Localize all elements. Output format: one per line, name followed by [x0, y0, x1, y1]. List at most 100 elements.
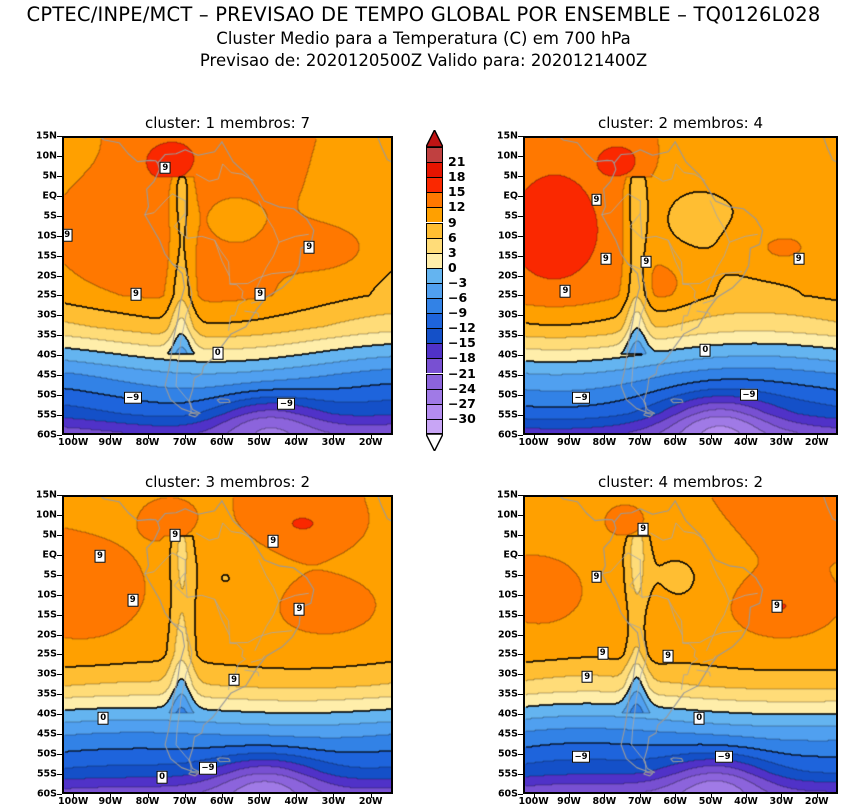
- panel-title-cluster-4: cluster: 4 membros: 2: [597, 473, 764, 491]
- y-tick-label: 45S: [497, 728, 518, 740]
- x-tick-mark: [533, 794, 535, 798]
- colorbar-band: [426, 222, 443, 238]
- y-tick-label: 60S: [497, 788, 518, 800]
- y-tick-mark: [57, 395, 62, 397]
- colorbar-tick-label: 6: [448, 229, 457, 245]
- y-tick-label: 30S: [497, 309, 518, 321]
- contour-label: 9: [303, 240, 315, 254]
- y-tick-mark: [57, 155, 62, 157]
- y-tick-mark: [518, 534, 523, 536]
- y-tick-mark: [57, 634, 62, 636]
- y-tick-mark: [57, 514, 62, 516]
- x-tick-mark: [710, 794, 712, 798]
- y-tick-mark: [57, 255, 62, 257]
- contour-label: 0: [97, 712, 109, 725]
- contour-label: 0: [156, 771, 168, 784]
- colorbar-band: [426, 162, 443, 178]
- y-tick-mark: [518, 195, 523, 197]
- y-tick-label: 5N: [42, 170, 57, 182]
- y-tick-label: 55S: [497, 409, 518, 421]
- colorbar-tick-label: −27: [448, 395, 476, 411]
- y-tick-label: 10N: [35, 150, 57, 162]
- x-tick-label: 60W: [210, 796, 234, 807]
- x-tick-mark: [370, 794, 372, 798]
- x-tick-label: 30W: [321, 796, 346, 807]
- colorbar-tick-label: 3: [448, 244, 457, 260]
- colorbar-band: [426, 388, 443, 404]
- colorbar-tick-label: −21: [448, 365, 476, 381]
- y-tick-mark: [518, 554, 523, 556]
- x-tick-mark: [147, 794, 149, 798]
- map-area-cluster-2: 9 9 9 9 9 0 −9 −9: [523, 136, 838, 435]
- contour-label: 9: [293, 602, 305, 616]
- y-tick-mark: [518, 275, 523, 277]
- temperature-field-cluster-4: [525, 497, 836, 792]
- x-tick-mark: [816, 794, 818, 798]
- y-tick-label: 50S: [36, 389, 57, 401]
- x-tick-label: 100W: [518, 796, 549, 807]
- x-tick-mark: [675, 794, 677, 798]
- y-tick-mark: [57, 495, 62, 496]
- x-tick-mark: [73, 794, 75, 798]
- y-tick-label: 5N: [503, 170, 518, 182]
- colorbar-tick-label: −24: [448, 380, 476, 396]
- y-tick-mark: [57, 375, 62, 377]
- x-tick-mark: [370, 435, 372, 439]
- x-tick-label: 80W: [592, 437, 617, 448]
- x-tick-mark: [639, 794, 641, 798]
- x-tick-label: 70W: [172, 796, 197, 807]
- x-tick-mark: [816, 435, 818, 439]
- y-tick-mark: [518, 235, 523, 237]
- y-tick-label: 45S: [36, 728, 57, 740]
- x-tick-label: 80W: [592, 796, 617, 807]
- contour-label: 9: [591, 570, 602, 583]
- y-tick-mark: [518, 215, 523, 217]
- y-tick-label: 15N: [35, 130, 57, 142]
- y-tick-label: 10N: [35, 509, 57, 521]
- x-tick-label: 100W: [58, 796, 89, 807]
- contour-label: 9: [169, 529, 181, 542]
- y-tick-mark: [518, 794, 523, 795]
- map-area-cluster-3: 9 9 9 9 9 9 0 0 −9: [62, 495, 393, 794]
- y-tick-label: 20S: [497, 269, 518, 281]
- y-tick-label: 25S: [36, 289, 57, 301]
- y-tick-mark: [57, 774, 62, 776]
- temperature-field-cluster-3: [64, 497, 391, 792]
- x-tick-mark: [710, 435, 712, 439]
- colorbar: 21 18 15 12 9 6 3 0 −3 −6 −9 −12 −15 −18 −21 −24 −27 −30: [424, 128, 476, 453]
- y-tick-label: 20S: [36, 269, 57, 281]
- contour-label: −9: [123, 391, 142, 404]
- x-tick-label: 80W: [135, 796, 160, 807]
- y-tick-label: 15S: [36, 608, 57, 620]
- y-tick-mark: [518, 694, 523, 696]
- y-tick-mark: [57, 614, 62, 616]
- y-tick-label: 5N: [42, 529, 57, 541]
- x-tick-label: 60W: [663, 796, 688, 807]
- x-tick-label: 40W: [284, 437, 309, 448]
- contour-label: 9: [130, 288, 142, 301]
- y-tick-mark: [518, 355, 523, 357]
- colorbar-band: [426, 343, 443, 359]
- colorbar-tick-label: 0: [448, 259, 457, 275]
- y-tick-label: 10N: [496, 509, 518, 521]
- x-tick-label: 100W: [518, 437, 549, 448]
- y-tick-label: 10S: [497, 588, 518, 600]
- x-tick-label: 40W: [284, 796, 309, 807]
- y-tick-mark: [518, 674, 523, 676]
- y-tick-label: 10S: [497, 229, 518, 241]
- y-tick-label: 50S: [497, 748, 518, 760]
- contour-label: 9: [127, 594, 139, 607]
- colorbar-top-arrow: [424, 128, 445, 148]
- x-tick-mark: [333, 435, 335, 439]
- x-tick-label: 90W: [557, 796, 581, 807]
- x-tick-label: 30W: [769, 437, 794, 448]
- contour-label: 9: [600, 252, 612, 266]
- y-tick-mark: [518, 594, 523, 596]
- colorbar-tick-label: −3: [448, 274, 468, 290]
- y-tick-mark: [57, 295, 62, 297]
- panel-title-cluster-3: cluster: 3 membros: 2: [144, 473, 311, 491]
- y-tick-label: 50S: [497, 389, 518, 401]
- y-tick-mark: [518, 255, 523, 257]
- y-tick-label: 5S: [504, 209, 518, 221]
- colorbar-bottom-arrow: [424, 433, 445, 453]
